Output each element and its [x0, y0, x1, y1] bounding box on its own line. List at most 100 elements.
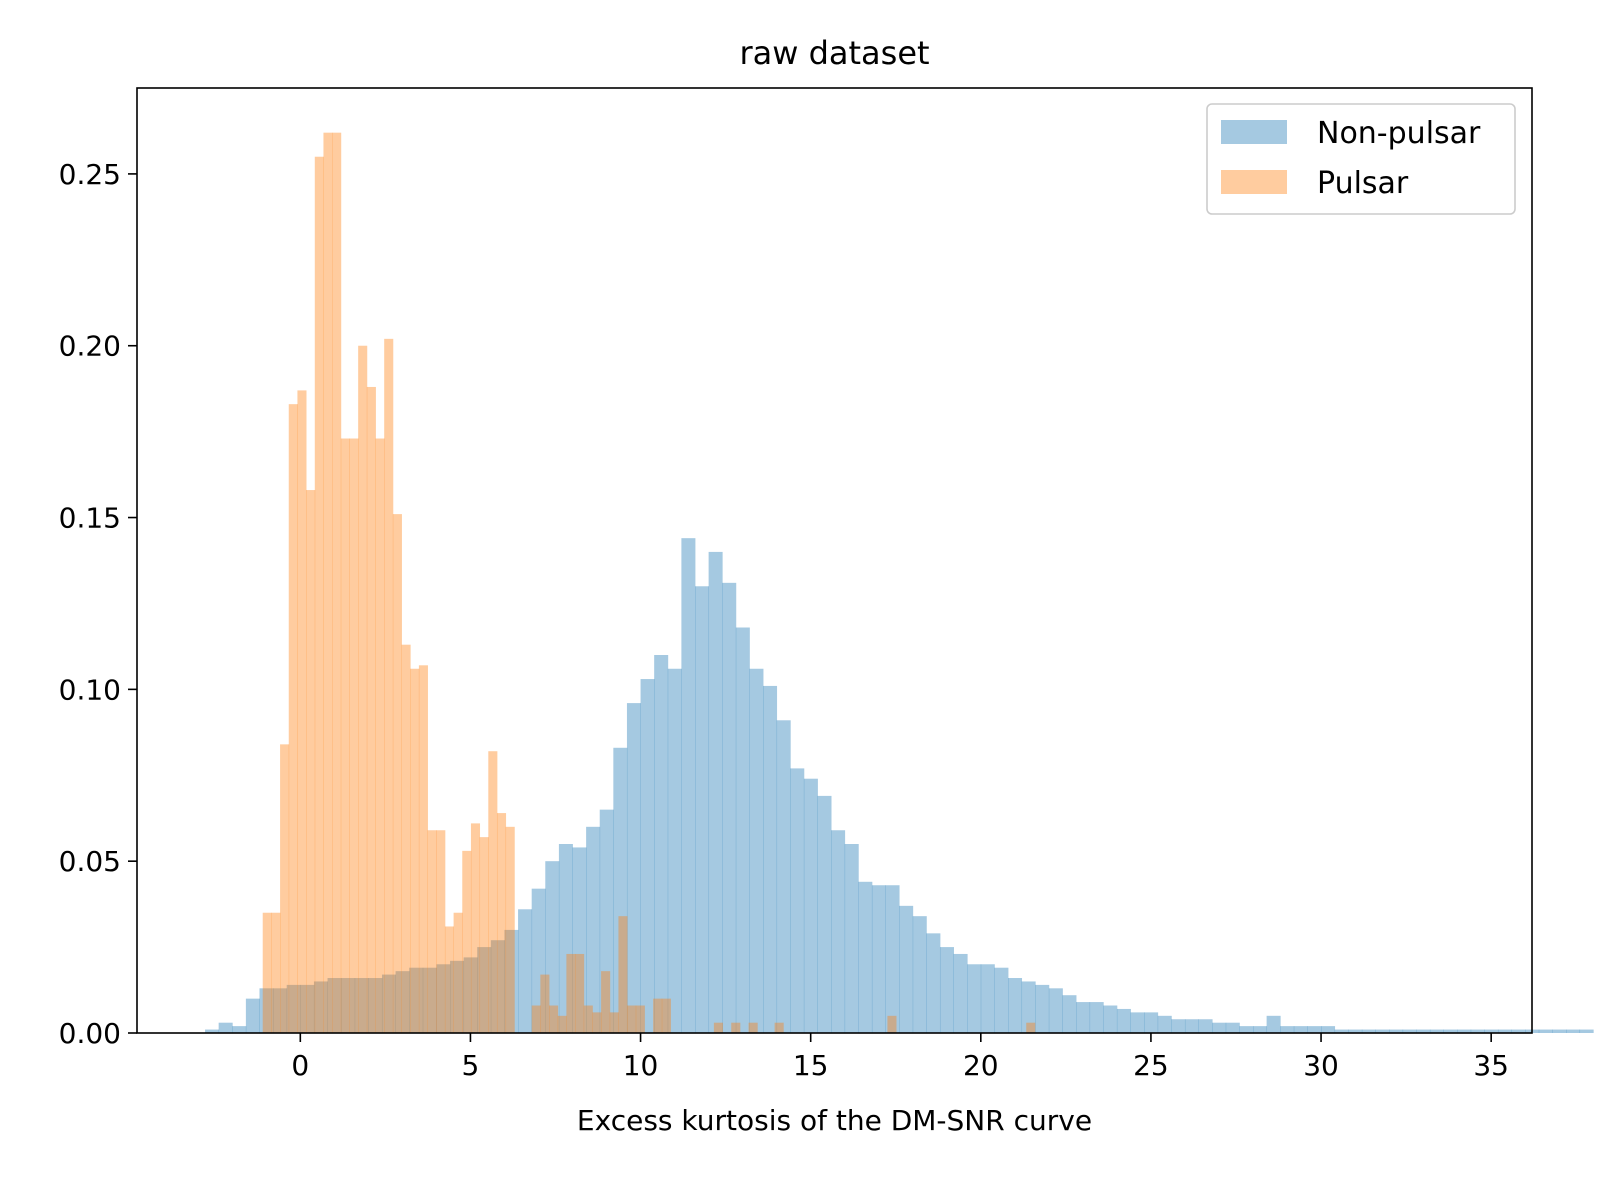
histogram-bar	[288, 404, 298, 1033]
histogram-bar	[1198, 1019, 1213, 1033]
histogram-bar	[899, 905, 914, 1033]
legend-swatch-pulsar	[1221, 170, 1287, 194]
histogram-bar	[306, 490, 316, 1033]
histogram-bar	[1402, 1029, 1417, 1033]
histogram-bar	[557, 1015, 567, 1033]
histogram-bar	[273, 988, 288, 1033]
histogram-bar	[626, 703, 641, 1033]
histogram-bar	[245, 998, 260, 1033]
histogram-bar	[885, 885, 900, 1033]
histogram-bar	[887, 1015, 897, 1033]
histogram-bar	[545, 861, 560, 1033]
histogram-bar	[323, 132, 333, 1034]
histogram-bar	[1035, 984, 1050, 1033]
histogram-bar	[1239, 1026, 1254, 1033]
histogram-bar	[776, 720, 791, 1033]
histogram-bar	[1266, 1015, 1281, 1033]
histogram-bar	[462, 850, 472, 1033]
y-tick-label: 0.10	[59, 673, 121, 706]
legend: Non-pulsar Pulsar	[1206, 103, 1516, 215]
histogram-bar	[858, 881, 873, 1033]
histogram-bar	[479, 837, 489, 1033]
histogram-bar	[341, 978, 356, 1033]
histogram-bar	[422, 967, 437, 1033]
x-tick-label: 5	[462, 1049, 480, 1082]
histogram-bar	[1307, 1026, 1322, 1033]
histogram-bar	[601, 971, 611, 1033]
series-pulsar	[262, 132, 1036, 1034]
x-tick-label: 0	[291, 1049, 309, 1082]
x-tick-label: 10	[623, 1049, 659, 1082]
histogram-bar	[558, 844, 573, 1033]
histogram-bar	[297, 390, 307, 1033]
histogram-bar	[488, 751, 498, 1033]
histogram-bar	[375, 438, 385, 1033]
histogram-bar	[205, 1029, 220, 1033]
histogram-bar	[358, 345, 368, 1034]
histogram-bar	[1566, 1029, 1581, 1033]
histogram-bar	[1026, 1022, 1036, 1033]
histogram-bar	[332, 132, 342, 1034]
histogram-bar	[613, 747, 628, 1033]
histogram-bar	[1116, 1008, 1131, 1033]
legend-label-pulsar: Pulsar	[1317, 166, 1409, 201]
histogram-bar	[490, 940, 505, 1033]
histogram-bar	[967, 964, 982, 1033]
histogram-bar	[1021, 981, 1036, 1033]
histogram-bar	[1253, 1026, 1268, 1033]
histogram-bar	[871, 885, 886, 1033]
histogram-bar	[470, 823, 481, 1033]
histogram-bar	[401, 644, 411, 1033]
histogram-bar	[496, 813, 507, 1033]
histogram-bar	[953, 953, 968, 1033]
histogram-bar	[436, 964, 451, 1033]
histogram-bar	[1538, 1029, 1553, 1033]
histogram-bar	[592, 1012, 602, 1033]
histogram-bar	[504, 929, 519, 1033]
histogram-bar	[661, 998, 671, 1033]
histogram-bar	[368, 978, 383, 1033]
histogram-bar	[1334, 1029, 1349, 1033]
histogram-bar	[1579, 1029, 1594, 1033]
histogram-bar	[980, 964, 995, 1033]
histogram-bar	[681, 538, 696, 1033]
y-tick-label: 0.25	[59, 158, 121, 191]
legend-box	[1206, 103, 1516, 215]
histogram-bar	[327, 978, 342, 1033]
histogram-bar	[1375, 1029, 1390, 1033]
histogram-bar	[477, 947, 492, 1033]
histogram-bar	[1416, 1029, 1431, 1033]
y-tick-label: 0.00	[59, 1017, 121, 1050]
histogram-bar	[349, 438, 359, 1033]
histogram-bar	[774, 1022, 784, 1033]
histogram-bar	[313, 981, 328, 1033]
histogram-bar	[392, 514, 402, 1033]
histogram-bar	[463, 957, 478, 1033]
histogram-bar	[436, 830, 446, 1033]
histogram-bar	[575, 953, 585, 1033]
histogram-bar	[790, 768, 805, 1033]
histogram-bar	[926, 933, 941, 1033]
histogram-bar	[218, 1022, 233, 1033]
histogram-bar	[1511, 1029, 1526, 1033]
histogram-bar	[1225, 1022, 1240, 1033]
histogram-bar	[409, 967, 424, 1033]
histogram-bar	[1184, 1019, 1199, 1033]
histogram-bar	[1089, 1002, 1104, 1033]
histogram-bar	[1171, 1019, 1186, 1033]
histogram-bar	[286, 984, 301, 1033]
bars-layer	[205, 132, 1594, 1034]
histogram-bar	[635, 1005, 645, 1033]
x-axis-label: Excess kurtosis of the DM-SNR curve	[577, 1104, 1092, 1137]
histogram-bar	[531, 1005, 541, 1033]
histogram-bar	[340, 438, 350, 1033]
histogram-bar	[1008, 978, 1023, 1033]
histogram-bar	[232, 1026, 247, 1033]
plot-frame	[136, 87, 1533, 1034]
chart-title: raw dataset	[739, 34, 929, 72]
histogram-bar	[1130, 1012, 1145, 1033]
histogram-bar	[912, 916, 927, 1033]
histogram-bar	[366, 386, 376, 1034]
